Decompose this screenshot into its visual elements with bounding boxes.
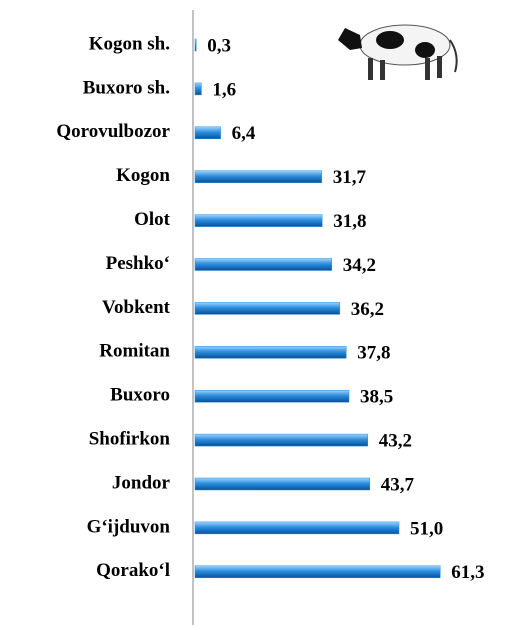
- y-tick-label: G‘ijduvon: [87, 516, 171, 537]
- value-label: 6,4: [232, 123, 256, 144]
- y-tick-label: Olot: [134, 209, 171, 230]
- bar: [195, 39, 196, 51]
- bar: [195, 171, 322, 183]
- bar: [195, 566, 440, 578]
- y-tick-label: Vobkent: [102, 297, 171, 318]
- value-label: 34,2: [343, 255, 376, 276]
- bar: [195, 259, 332, 271]
- bar: [195, 215, 322, 227]
- y-tick-label: Buxoro: [110, 385, 170, 406]
- bar: [195, 522, 399, 534]
- bar: [195, 127, 221, 139]
- y-tick-label: Buxoro sh.: [83, 77, 170, 98]
- y-tick-label: Romitan: [99, 341, 170, 362]
- y-tick-label: Shofirkon: [89, 428, 171, 449]
- value-label: 36,2: [351, 299, 384, 320]
- bar: [195, 83, 201, 95]
- y-tick-label: Jondor: [112, 472, 171, 493]
- value-label: 37,8: [357, 343, 390, 364]
- value-label: 0,3: [207, 35, 231, 56]
- y-tick-label: Qorako‘l: [96, 560, 170, 581]
- bar: [195, 478, 370, 490]
- bar: [195, 302, 340, 314]
- cow-illustration: [338, 25, 457, 80]
- bar: [195, 390, 349, 402]
- y-tick-label: Kogon sh.: [89, 33, 170, 54]
- bar: [195, 434, 368, 446]
- bar: [195, 346, 346, 358]
- chart: Kogon sh. 0,3 Buxoro sh. 1,6 Qorovulbozor 6,4…: [0, 0, 510, 630]
- value-label: 31,8: [333, 211, 366, 232]
- y-tick-label: Kogon: [116, 165, 170, 186]
- value-label: 51,0: [410, 518, 443, 539]
- y-tick-label: Qorovulbozor: [56, 121, 170, 142]
- value-label: 43,2: [379, 430, 412, 451]
- y-tick-label: Peshko‘: [106, 253, 170, 274]
- value-label: 43,7: [381, 474, 415, 495]
- value-label: 1,6: [212, 79, 236, 100]
- value-label: 31,7: [333, 167, 367, 188]
- value-label: 61,3: [451, 562, 484, 583]
- value-label: 38,5: [360, 387, 393, 408]
